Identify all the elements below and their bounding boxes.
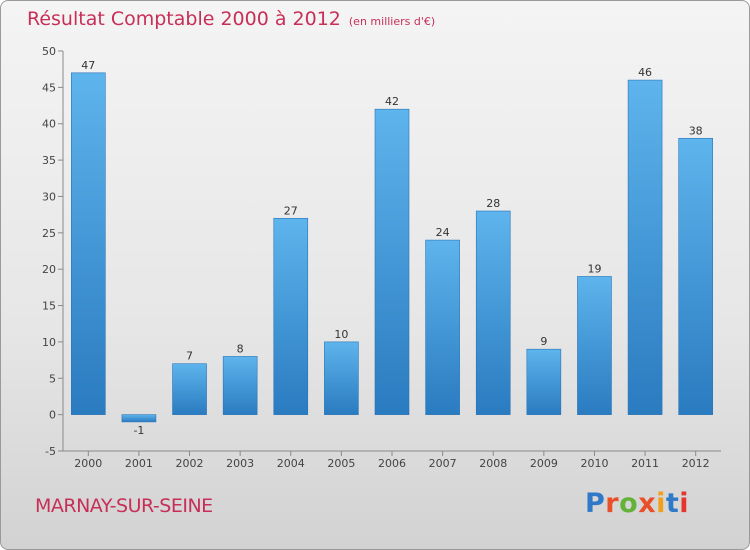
y-tick-label: 30 xyxy=(42,190,56,203)
y-tick-label: 15 xyxy=(42,300,56,313)
x-tick-label: 2009 xyxy=(530,457,558,470)
y-tick-label: 25 xyxy=(42,227,56,240)
bar-2012 xyxy=(678,137,713,415)
y-tick-label: 50 xyxy=(42,45,56,58)
data-label: -1 xyxy=(133,424,144,437)
chart-title: Résultat Comptable 2000 à 2012 (en millie… xyxy=(27,8,435,30)
data-label: 10 xyxy=(334,328,348,341)
y-tick-label: -5 xyxy=(45,445,56,458)
data-label: 9 xyxy=(540,335,547,348)
bar-2006 xyxy=(374,108,410,415)
logo-letter: o xyxy=(619,488,639,519)
x-tick-label: 2002 xyxy=(176,457,204,470)
bar-2009 xyxy=(526,348,562,415)
data-label: 8 xyxy=(237,342,244,355)
data-label: 47 xyxy=(81,59,95,72)
unit-subtitle: (en milliers d'€) xyxy=(348,15,436,28)
bar-2011 xyxy=(627,79,663,415)
x-tick-label: 2001 xyxy=(125,457,153,470)
x-tick-label: 2003 xyxy=(226,457,254,470)
logo-letter: P xyxy=(585,488,606,519)
y-tick-label: 35 xyxy=(42,154,56,167)
bar-2003 xyxy=(222,356,258,415)
bar-2000 xyxy=(71,72,106,415)
bar-2010 xyxy=(577,276,612,415)
x-tick-label: 2012 xyxy=(682,457,710,470)
title-text: Résultat Comptable 2000 à 2012 xyxy=(27,8,341,30)
y-tick-label: 40 xyxy=(42,118,56,131)
data-label: 38 xyxy=(689,124,703,137)
logo-letter: t xyxy=(665,488,680,519)
bar-2005 xyxy=(324,341,359,415)
y-tick-label: 0 xyxy=(49,409,56,422)
data-label: 27 xyxy=(284,204,298,217)
data-label: 24 xyxy=(436,226,450,239)
logo-letter: x xyxy=(638,488,657,519)
bar-2008 xyxy=(475,210,511,415)
data-label: 28 xyxy=(486,197,500,210)
bar-2002 xyxy=(172,363,207,415)
x-tick-label: 2006 xyxy=(378,457,406,470)
data-label: 42 xyxy=(385,95,399,108)
y-tick-label: 5 xyxy=(49,372,56,385)
x-tick-label: 2004 xyxy=(277,457,305,470)
x-tick-label: 2010 xyxy=(580,457,608,470)
y-tick-label: 20 xyxy=(42,263,56,276)
x-tick-label: 2000 xyxy=(74,457,102,470)
data-label: 7 xyxy=(186,350,193,363)
commune-name: MARNAY-SUR-SEINE xyxy=(35,495,213,517)
x-tick-label: 2011 xyxy=(631,457,659,470)
y-tick-label: 10 xyxy=(42,336,56,349)
bar-2007 xyxy=(425,239,460,415)
bar-2004 xyxy=(273,217,309,415)
y-tick-label: 45 xyxy=(42,81,56,94)
x-tick-label: 2008 xyxy=(479,457,507,470)
x-tick-label: 2007 xyxy=(429,457,457,470)
logo-letter: i xyxy=(656,488,666,519)
data-label: 19 xyxy=(587,262,601,275)
logo-letter: r xyxy=(605,488,620,519)
bar-2001 xyxy=(121,414,157,423)
logo-letter: i xyxy=(679,488,690,519)
data-label: 46 xyxy=(638,66,652,79)
proxiti-logo: Proxiti xyxy=(585,488,689,519)
x-tick-label: 2005 xyxy=(327,457,355,470)
